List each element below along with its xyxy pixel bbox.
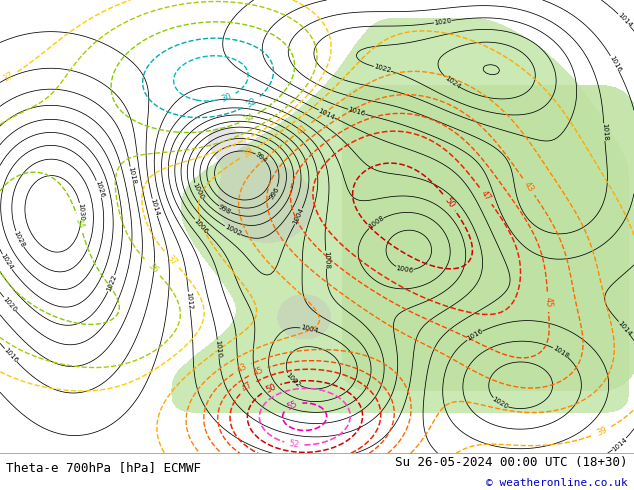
Text: 996: 996 — [268, 186, 280, 200]
Text: 1016: 1016 — [347, 106, 366, 117]
Text: 1016: 1016 — [3, 346, 19, 364]
Text: 1018: 1018 — [601, 123, 608, 141]
Text: Su 26-05-2024 00:00 UTC (18+30): Su 26-05-2024 00:00 UTC (18+30) — [395, 456, 628, 469]
Text: 1028: 1028 — [13, 230, 26, 248]
Text: 1016: 1016 — [465, 328, 484, 343]
Text: 1022: 1022 — [105, 274, 118, 293]
Text: 1020: 1020 — [434, 18, 452, 26]
Text: 1012: 1012 — [185, 292, 193, 310]
Text: 1014: 1014 — [616, 12, 633, 29]
Text: 1002: 1002 — [285, 372, 301, 389]
Text: 30: 30 — [220, 92, 233, 104]
Text: 41: 41 — [295, 123, 309, 137]
Text: 1026: 1026 — [94, 180, 105, 198]
Text: 39: 39 — [242, 146, 256, 159]
Text: 50: 50 — [443, 196, 456, 209]
Text: 1014: 1014 — [317, 107, 336, 121]
Text: 1020: 1020 — [1, 295, 18, 313]
Text: 1004: 1004 — [292, 207, 305, 226]
Text: 47: 47 — [241, 380, 255, 394]
Text: 1010: 1010 — [214, 339, 222, 358]
Text: Theta-e 700hPa [hPa] ECMWF: Theta-e 700hPa [hPa] ECMWF — [6, 462, 202, 474]
Text: © weatheronline.co.uk: © weatheronline.co.uk — [486, 478, 628, 489]
Text: 55: 55 — [286, 399, 299, 412]
Text: 37: 37 — [165, 253, 179, 267]
Text: 45: 45 — [543, 296, 553, 307]
Text: 1002: 1002 — [223, 224, 242, 237]
Text: 1014: 1014 — [616, 319, 633, 337]
Text: 32: 32 — [245, 96, 259, 109]
Text: 1014: 1014 — [149, 198, 160, 217]
Text: 994: 994 — [254, 151, 268, 164]
Text: 52: 52 — [288, 439, 300, 449]
Text: 1000: 1000 — [191, 182, 205, 201]
Text: 37: 37 — [2, 71, 16, 84]
Text: 1016: 1016 — [608, 54, 622, 73]
Text: 47: 47 — [479, 189, 493, 203]
Text: 1030: 1030 — [77, 203, 84, 221]
Text: 45: 45 — [252, 365, 265, 377]
Text: 998: 998 — [217, 204, 232, 216]
Text: 1006: 1006 — [193, 218, 209, 235]
Text: 50: 50 — [264, 382, 278, 394]
Text: 1014: 1014 — [611, 436, 628, 452]
Text: 34: 34 — [242, 112, 256, 125]
Text: 1024: 1024 — [443, 75, 462, 90]
Text: 1018: 1018 — [127, 166, 136, 185]
Text: 1020: 1020 — [491, 396, 509, 411]
Text: 34: 34 — [74, 217, 86, 230]
Text: 43: 43 — [235, 362, 249, 375]
Text: 43: 43 — [522, 180, 535, 194]
Text: 1024: 1024 — [0, 253, 14, 271]
Text: 1018: 1018 — [552, 344, 570, 360]
Text: 1008: 1008 — [323, 250, 330, 269]
Text: 1004: 1004 — [300, 324, 318, 335]
Text: 1008: 1008 — [367, 215, 385, 230]
Text: 1006: 1006 — [395, 265, 414, 274]
Text: 36: 36 — [146, 261, 160, 275]
Text: 1022: 1022 — [373, 64, 392, 74]
Text: 39: 39 — [595, 425, 609, 438]
